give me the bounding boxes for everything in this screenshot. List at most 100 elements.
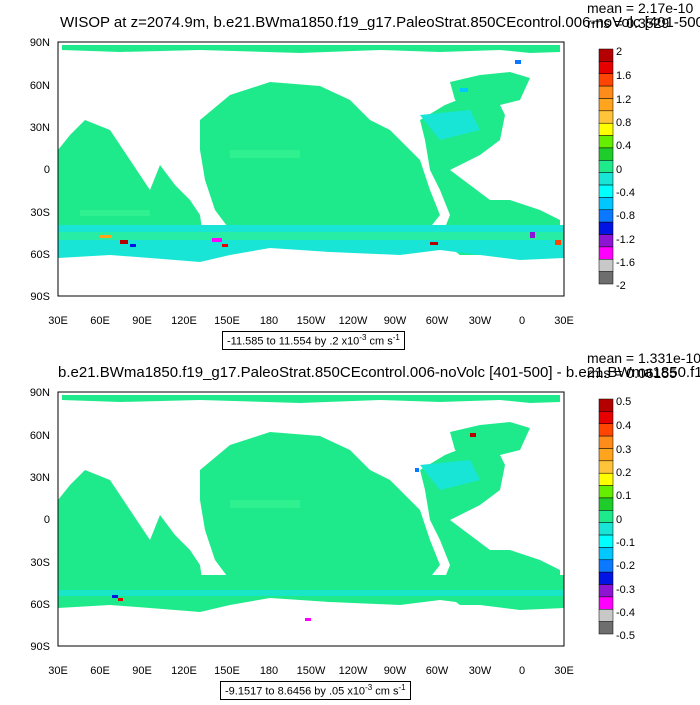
- colorbar-swatch: [598, 534, 614, 548]
- top-colorbar-label: 0.8: [616, 117, 631, 129]
- colorbar-swatch: [598, 596, 614, 610]
- bottom-lon-label: 150E: [214, 665, 240, 677]
- bottom-lon-label: 0: [519, 665, 525, 677]
- top-lon-label: 30W: [469, 315, 492, 327]
- colorbar-swatch: [598, 448, 614, 462]
- top-colorbar-label: -0.4: [616, 187, 635, 199]
- bottom-lon-label: 60E: [90, 665, 110, 677]
- bottom-lat-label: 60N: [30, 430, 50, 442]
- bottom-colorbar-label: -0.2: [616, 560, 635, 572]
- top-lon-label: 60E: [90, 315, 110, 327]
- top-range-exponent: -3: [359, 333, 367, 342]
- bottom-colorbar-label: 0: [616, 514, 622, 526]
- bottom-map-frame: [57, 391, 565, 647]
- bottom-lon-label: 120W: [339, 665, 368, 677]
- bottom-lon-label: 180: [260, 665, 278, 677]
- bottom-lat-label: 90N: [30, 387, 50, 399]
- top-lon-label: 90W: [384, 315, 407, 327]
- colorbar-swatch: [598, 61, 614, 74]
- top-lat-label: 60S: [30, 249, 50, 261]
- bottom-lon-label: 30E: [48, 665, 68, 677]
- bottom-colorbar-labels: 0.5 0.4 0.3 0.2 0.1 0 -0.1 -0.2 -0.3 -0.…: [616, 396, 635, 642]
- colorbar-swatch: [598, 209, 614, 223]
- top-colorbar-label: -1.6: [616, 257, 635, 269]
- bottom-lat-label: 90S: [30, 641, 50, 653]
- colorbar-swatch: [598, 246, 614, 260]
- top-colorbar-label: -2: [616, 280, 626, 292]
- bottom-lat-label: 30S: [30, 557, 50, 569]
- top-colorbar-label: -1.2: [616, 234, 635, 246]
- colorbar-swatch: [598, 259, 614, 272]
- bottom-anomaly-speckles: [112, 433, 476, 621]
- colorbar-swatch: [598, 184, 614, 198]
- colorbar-swatch: [598, 571, 614, 585]
- colorbar-swatch: [598, 510, 614, 523]
- top-range-text: -11.585 to 11.554 by .2 x10: [227, 335, 360, 348]
- bottom-colorbar-label: 0.5: [616, 396, 631, 408]
- bottom-colorbar-label: 0.1: [616, 490, 631, 502]
- bottom-ocean-field: [58, 395, 564, 612]
- bottom-range-unit: cm s: [372, 685, 399, 698]
- top-lat-label: 0: [44, 164, 50, 176]
- bottom-colorbar-label: -0.1: [616, 537, 635, 549]
- top-map-frame: [57, 41, 565, 297]
- bottom-range-text: -9.1517 to 8.6456 by .05 x10: [225, 685, 366, 698]
- top-map-figure: WISOP at z=2074.9m, b.e21.BWma1850.f19_g…: [30, 0, 700, 327]
- top-contour-range-box: -11.585 to 11.554 by .2 x10-3 cm s-1: [222, 331, 405, 350]
- colorbar-swatch: [598, 547, 614, 561]
- top-colorbar-labels: 2 1.6 1.2 0.8 0.4 0 -0.4 -0.8 -1.2 -1.6 …: [616, 46, 635, 292]
- top-map-panel: WISOP at z=2074.9m, b.e21.BWma1850.f19_g…: [0, 0, 700, 350]
- colorbar-swatch: [598, 147, 614, 161]
- colorbar-swatch: [598, 98, 614, 112]
- top-lon-label: 30E: [554, 315, 574, 327]
- bottom-colorbar-label: -0.5: [616, 630, 635, 642]
- bottom-lat-label: 30N: [30, 472, 50, 484]
- colorbar-swatch: [598, 398, 614, 412]
- bottom-lon-label: 120E: [171, 665, 197, 677]
- colorbar-swatch: [598, 271, 614, 285]
- top-rms-label: rms = 0.3529: [587, 15, 669, 31]
- colorbar-swatch: [598, 411, 614, 424]
- top-lon-label: 150W: [297, 315, 326, 327]
- top-range-unit: cm s: [366, 335, 393, 348]
- top-lon-label: 120W: [339, 315, 368, 327]
- top-anomaly-speckles: [100, 60, 561, 247]
- bottom-lat-label: 60S: [30, 599, 50, 611]
- colorbar-swatch: [598, 584, 614, 598]
- colorbar-swatch: [598, 85, 614, 99]
- colorbar-swatch: [598, 110, 614, 124]
- colorbar-swatch: [598, 559, 614, 573]
- colorbar-swatch: [598, 485, 614, 499]
- colorbar-swatch: [598, 609, 614, 622]
- top-lon-label: 150E: [214, 315, 240, 327]
- colorbar-swatch: [598, 172, 614, 186]
- bottom-colorbar-label: 0.2: [616, 467, 631, 479]
- colorbar-swatch: [598, 135, 614, 149]
- top-colorbar-label: 1.2: [616, 94, 631, 106]
- bottom-map-figure: b.e21.BWma1850.f19_g17.PaleoStrat.850CEc…: [30, 350, 700, 677]
- top-lon-label: 90E: [132, 315, 152, 327]
- top-lat-label: 90S: [30, 291, 50, 303]
- bottom-lat-label: 0: [44, 514, 50, 526]
- top-mean-label: mean = 2.17e-10: [587, 0, 693, 16]
- top-lon-label: 120E: [171, 315, 197, 327]
- top-lon-label: 180: [260, 315, 278, 327]
- top-lon-label: 30E: [48, 315, 68, 327]
- bottom-lon-label: 30W: [469, 665, 492, 677]
- top-colorbar-label: 1.6: [616, 70, 631, 82]
- colorbar-swatch: [598, 423, 614, 437]
- bottom-range-exponent: -3: [365, 683, 373, 692]
- bottom-lon-label: 60W: [426, 665, 449, 677]
- top-lat-label: 60N: [30, 80, 50, 92]
- colorbar-swatch: [598, 73, 614, 87]
- top-lon-label: 0: [519, 315, 525, 327]
- top-ocean-field: [58, 45, 564, 262]
- top-colorbar: [598, 48, 614, 285]
- colorbar-swatch: [598, 522, 614, 536]
- colorbar-swatch: [598, 472, 614, 486]
- bottom-colorbar-label: -0.4: [616, 607, 635, 619]
- colorbar-swatch: [598, 497, 614, 511]
- bottom-lon-label: 150W: [297, 665, 326, 677]
- top-colorbar-label: 0: [616, 164, 622, 176]
- bottom-rms-label: rms = 0.06155: [587, 365, 677, 381]
